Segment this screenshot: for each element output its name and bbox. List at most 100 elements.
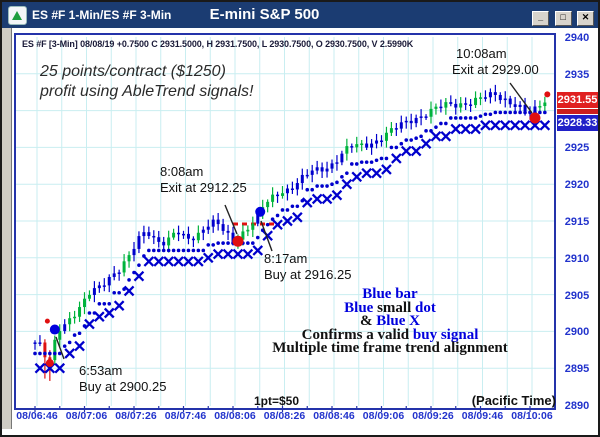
- trend-dot: [369, 160, 374, 164]
- y-axis-label: 2935: [564, 68, 590, 81]
- trend-x-mark: [301, 197, 313, 208]
- trend-dot: [102, 302, 107, 306]
- red-dot: [44, 318, 50, 324]
- legend-segment: buy signal: [412, 326, 479, 343]
- trend-dot: [166, 248, 171, 253]
- close-button[interactable]: ✕: [577, 11, 594, 26]
- red-dot: [544, 91, 551, 98]
- trend-dot: [295, 204, 300, 209]
- trend-dot: [389, 145, 394, 150]
- legend-line: Confirms a valid buy signal: [222, 326, 558, 343]
- price-bar: [231, 232, 235, 243]
- trend-dot: [404, 138, 409, 142]
- trend-dot: [191, 248, 196, 253]
- y-axis-label: 2895: [564, 363, 590, 376]
- trend-dot: [523, 110, 527, 115]
- price-bar: [246, 229, 250, 232]
- price-bar: [63, 324, 67, 332]
- trend-dot: [444, 121, 448, 126]
- price-bar: [474, 97, 478, 106]
- prev-close-tag: 2928.33: [557, 115, 598, 132]
- trend-dot: [181, 248, 186, 253]
- x-axis-label: 08/09:26: [412, 410, 454, 422]
- trend-x-mark: [242, 248, 254, 260]
- trend-x-mark: [420, 138, 432, 150]
- legend-segment: dot: [415, 299, 436, 316]
- annotation-time: 8:08am: [160, 164, 204, 179]
- trend-x-mark: [94, 311, 105, 322]
- price-bar: [73, 316, 77, 319]
- x-axis-label: 08/09:06: [362, 410, 405, 422]
- trend-dot: [57, 351, 62, 356]
- y-axis-label: 2900: [564, 326, 590, 339]
- price-bar: [117, 272, 121, 274]
- trend-x-mark: [123, 285, 135, 297]
- price-bar: [167, 237, 171, 246]
- trend-dot: [285, 208, 290, 212]
- legend-line: Blue bar: [222, 287, 558, 302]
- annotation-text: Buy at 2916.25: [264, 267, 352, 282]
- trend-dot: [409, 138, 414, 142]
- trend-x-mark: [361, 167, 372, 179]
- trend-x-mark: [460, 123, 471, 135]
- trend-dot: [424, 129, 428, 133]
- price-bar: [503, 98, 507, 101]
- trend-dot: [449, 116, 453, 120]
- price-bar: [370, 143, 374, 148]
- annotation-text: Buy at 2900.25: [79, 379, 167, 394]
- trend-dot: [211, 243, 215, 247]
- trend-dot: [67, 340, 72, 345]
- point-value-label: 1pt=$50: [254, 394, 300, 408]
- chart-plot-area[interactable]: ES #F [3-Min] 08/08/19 +0.7500 C 2931.50…: [14, 33, 556, 410]
- trend-dot: [216, 241, 220, 245]
- minimize-button[interactable]: _: [532, 11, 550, 26]
- trend-dot: [246, 241, 250, 245]
- price-bar: [147, 232, 151, 236]
- price-bar: [538, 106, 542, 108]
- window-title: ES #F 1-Min/ES #F 3-Min: [32, 8, 172, 22]
- price-bar: [409, 120, 413, 124]
- price-bar: [479, 97, 482, 99]
- trend-dot: [112, 290, 116, 295]
- price-bar: [384, 132, 388, 141]
- x-axis-label: 08/10:06: [511, 410, 553, 422]
- y-axis-label: 2940: [564, 32, 590, 44]
- trend-dot: [508, 110, 512, 115]
- title-bar[interactable]: ES #F 1-Min/ES #F 3-Min E-mini S&P 500 _…: [2, 2, 598, 28]
- trend-dot: [127, 278, 131, 282]
- price-bar: [132, 248, 136, 256]
- x-axis-label: 08/08:26: [263, 410, 306, 422]
- trend-dot: [186, 248, 191, 253]
- trend-dot: [478, 114, 483, 118]
- annotation-time: 8:17am: [264, 251, 308, 266]
- trend-dot: [394, 145, 399, 150]
- maximize-button[interactable]: □: [554, 11, 572, 26]
- price-bar: [276, 194, 280, 197]
- trend-dot: [493, 110, 498, 115]
- legend-segment: &: [359, 313, 377, 329]
- price-bar: [365, 143, 369, 148]
- x-axis-label: 08/09:46: [461, 410, 504, 422]
- trend-dot: [265, 222, 270, 227]
- price-bar: [404, 120, 408, 123]
- trend-x-mark: [321, 193, 333, 205]
- trend-dot: [53, 351, 57, 356]
- price-bar: [523, 104, 527, 111]
- annotation-exit-1008: 10:08am Exit at 2929.00: [452, 46, 539, 78]
- y-axis-label: 2920: [564, 179, 590, 192]
- trend-x-mark: [222, 248, 234, 260]
- trend-dot: [290, 204, 295, 209]
- y-axis-label: 2905: [564, 289, 590, 302]
- price-bar: [281, 193, 284, 196]
- price-marker-strip: [557, 108, 598, 116]
- annotation-exit-808: 8:08am Exit at 2912.25: [160, 164, 247, 196]
- trend-dot: [156, 248, 161, 253]
- trend-dot: [77, 331, 82, 336]
- annotation-arrow-exit1: [224, 204, 238, 235]
- trend-dot: [364, 160, 369, 164]
- exit-signal-dot: [232, 235, 244, 247]
- profit-line-1: 25 points/contract ($1250): [40, 63, 226, 80]
- trend-dot: [226, 241, 230, 245]
- price-bar: [464, 103, 468, 105]
- price-bar: [533, 106, 537, 113]
